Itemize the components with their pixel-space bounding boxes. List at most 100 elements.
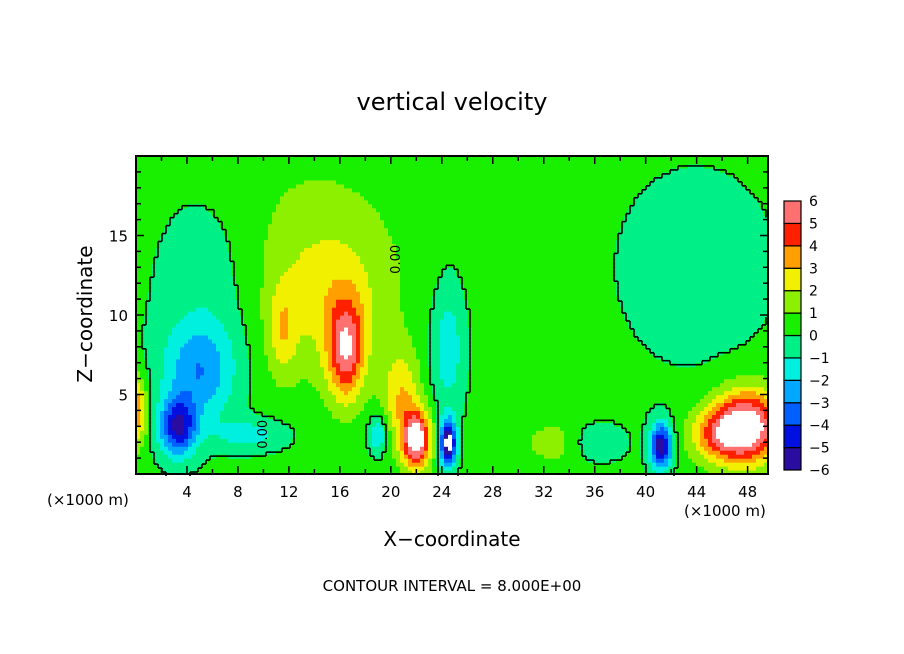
heatmap-cell (368, 283, 373, 288)
heatmap-cell (232, 191, 237, 197)
heatmap-cell (276, 322, 281, 328)
heatmap-cell (236, 398, 241, 404)
heatmap-cell (260, 255, 265, 260)
heatmap-cell (328, 414, 333, 419)
heatmap-cell (296, 434, 301, 439)
heatmap-cell (180, 330, 185, 336)
heatmap-cell (360, 299, 365, 304)
heatmap-cell (248, 275, 253, 280)
heatmap-cell (304, 442, 309, 447)
heatmap-cell (144, 438, 149, 443)
heatmap-cell (256, 187, 261, 193)
heatmap-cell (288, 231, 293, 237)
heatmap-cell (256, 398, 261, 404)
heatmap-cell (176, 191, 181, 197)
heatmap-cell (156, 318, 161, 324)
heatmap-cell (332, 315, 337, 320)
heatmap-cell (136, 163, 141, 169)
heatmap-cell (200, 386, 205, 392)
heatmap-cell (256, 175, 261, 181)
heatmap-cell (192, 243, 197, 249)
heatmap-cell (220, 299, 225, 304)
heatmap-cell (236, 430, 241, 435)
heatmap-cell (168, 366, 173, 372)
heatmap-cell (256, 219, 261, 225)
heatmap-cell (188, 167, 193, 173)
heatmap-cell (172, 179, 177, 185)
heatmap-cell (172, 382, 177, 388)
heatmap-cell (212, 263, 217, 268)
heatmap-cell (312, 418, 317, 423)
heatmap-cell (248, 422, 253, 427)
heatmap-cell (160, 394, 165, 400)
heatmap-cell (172, 251, 177, 256)
heatmap-cell (232, 470, 237, 475)
heatmap-cell (340, 334, 345, 340)
heatmap-cell (236, 315, 241, 320)
heatmap-cell (176, 410, 181, 415)
heatmap-cell (216, 342, 221, 348)
heatmap-cell (200, 414, 205, 419)
heatmap-cell (184, 255, 189, 260)
heatmap-cell (336, 263, 341, 268)
heatmap-cell (248, 430, 253, 435)
heatmap-cell (380, 350, 385, 356)
heatmap-cell (152, 303, 157, 308)
heatmap-cell (292, 231, 297, 237)
heatmap-cell (356, 430, 361, 435)
heatmap-cell (304, 259, 309, 264)
heatmap-cell (364, 354, 369, 360)
heatmap-cell (172, 426, 177, 431)
heatmap-cell (144, 247, 149, 252)
heatmap-cell (172, 414, 177, 419)
heatmap-cell (192, 434, 197, 439)
heatmap-cell (252, 247, 257, 252)
heatmap-cell (232, 211, 237, 217)
heatmap-cell (168, 346, 173, 352)
heatmap-cell (176, 291, 181, 296)
heatmap-cell (280, 350, 285, 356)
heatmap-cell (372, 291, 377, 296)
heatmap-cell (364, 410, 369, 415)
heatmap-cell (316, 358, 321, 364)
heatmap-cell (308, 171, 313, 177)
heatmap-cell (368, 350, 373, 356)
heatmap-cell (348, 462, 353, 467)
heatmap-cell (272, 231, 277, 237)
heatmap-cell (240, 430, 245, 435)
heatmap-cell (336, 251, 341, 256)
heatmap-cell (148, 338, 153, 344)
heatmap-cell (196, 358, 201, 364)
heatmap-cell (340, 271, 345, 276)
heatmap-cell (264, 267, 269, 272)
heatmap-cell (344, 215, 349, 221)
heatmap-cell (140, 227, 145, 233)
heatmap-cell (356, 350, 361, 356)
heatmap-cell (200, 311, 205, 316)
heatmap-cell (332, 311, 337, 316)
heatmap-cell (212, 338, 217, 344)
heatmap-cell (252, 366, 257, 372)
heatmap-cell (228, 374, 233, 380)
heatmap-cell (140, 271, 145, 276)
heatmap-cell (292, 251, 297, 256)
heatmap-cell (284, 410, 289, 415)
heatmap-cell (280, 382, 285, 388)
heatmap-cell (192, 235, 197, 241)
heatmap-cell (212, 183, 217, 189)
heatmap-cell (228, 358, 233, 364)
heatmap-cell (200, 183, 205, 189)
heatmap-cell (332, 255, 337, 260)
heatmap-cell (248, 326, 253, 332)
heatmap-cell (156, 354, 161, 360)
heatmap-cell (336, 159, 341, 165)
heatmap-cell (280, 215, 285, 221)
heatmap-cell (156, 338, 161, 344)
heatmap-cell (344, 390, 349, 396)
heatmap-cell (236, 171, 241, 177)
heatmap-cell (204, 303, 209, 308)
heatmap-cell (212, 426, 217, 431)
heatmap-cell (272, 287, 277, 292)
heatmap-cell (252, 378, 257, 384)
heatmap-cell (160, 211, 165, 217)
